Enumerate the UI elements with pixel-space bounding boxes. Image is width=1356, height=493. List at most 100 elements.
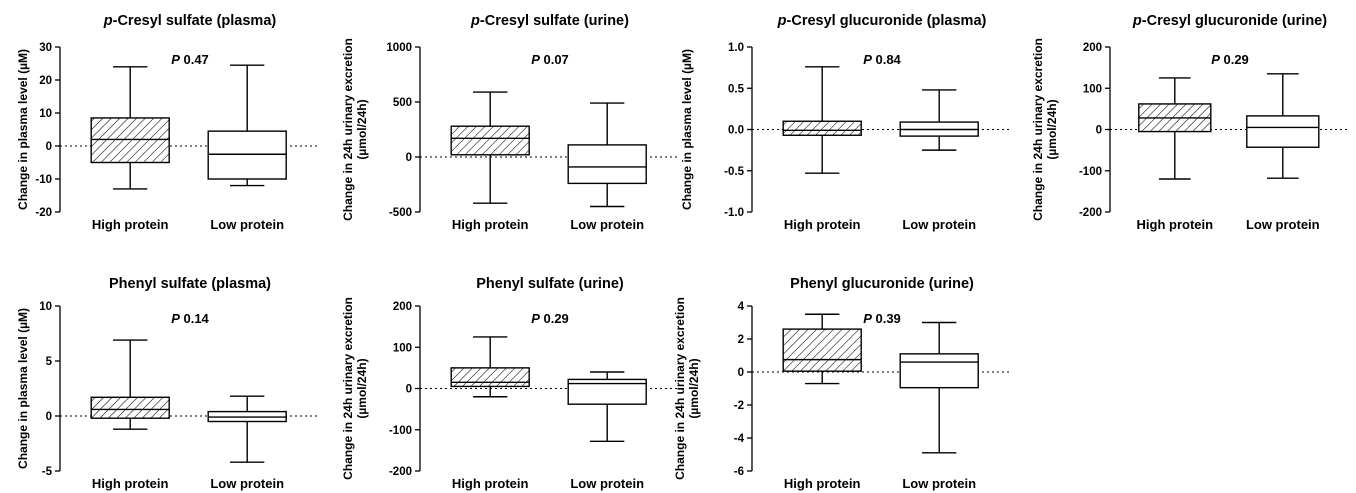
y-tick-label: 2 bbox=[738, 334, 744, 346]
y-tick-label: -0.5 bbox=[724, 166, 744, 178]
panel-title: p-Cresyl sulfate (plasma) bbox=[103, 13, 277, 29]
panel-title: Phenyl sulfate (urine) bbox=[476, 276, 624, 292]
box-hatched bbox=[450, 125, 530, 156]
category-label: Low protein bbox=[210, 476, 284, 491]
category-label: Low protein bbox=[570, 476, 644, 491]
category-label: High protein bbox=[92, 476, 169, 491]
y-tick-label: 10 bbox=[39, 301, 52, 313]
box-hatched bbox=[782, 120, 862, 136]
panel-title: p-Cresyl glucuronide (urine) bbox=[1132, 13, 1327, 29]
y-tick-label: 0 bbox=[46, 141, 52, 153]
y-tick-label: -100 bbox=[1079, 166, 1102, 178]
box-low-protein bbox=[207, 64, 287, 187]
y-tick-label: 30 bbox=[39, 42, 52, 54]
box-low-protein bbox=[567, 102, 647, 208]
box-high-protein bbox=[90, 66, 170, 190]
category-label: Low protein bbox=[1246, 217, 1320, 232]
y-tick-label: -2 bbox=[734, 400, 744, 412]
box-high-protein bbox=[782, 66, 862, 174]
box-high-protein bbox=[90, 339, 170, 430]
p-value-label: P 0.07 bbox=[531, 52, 569, 67]
box-low-protein bbox=[207, 395, 287, 463]
box-hatched bbox=[450, 367, 530, 388]
panel-7: Phenyl glucuronide (urine) Change in 24h … bbox=[673, 276, 1012, 491]
y-tick-label: 0 bbox=[46, 411, 52, 423]
box-open bbox=[567, 144, 647, 185]
y-tick-label: 20 bbox=[39, 75, 52, 87]
y-tick-label: 100 bbox=[393, 342, 412, 354]
category-label: Low protein bbox=[902, 217, 976, 232]
panel-5: Phenyl sulfate (plasma) Change in plasma … bbox=[16, 276, 320, 491]
y-axis-label-units: (µmol/24h) bbox=[1045, 99, 1059, 159]
p-value-label: P 0.47 bbox=[171, 52, 209, 67]
y-tick-label: -200 bbox=[389, 466, 412, 478]
y-axis-label: Change in 24h urinary excretion bbox=[1031, 38, 1045, 221]
y-tick-label: 5 bbox=[46, 356, 53, 368]
panel-3: p-Cresyl glucuronide (plasma) Change in p… bbox=[680, 13, 1012, 232]
category-label: High protein bbox=[784, 217, 861, 232]
y-tick-label: -500 bbox=[389, 207, 412, 219]
panel-title: Phenyl sulfate (plasma) bbox=[109, 276, 271, 292]
box-hatched bbox=[782, 328, 862, 372]
box-open bbox=[1246, 115, 1320, 148]
y-tick-label: 200 bbox=[393, 301, 412, 313]
y-axis-label-units: (µmol/24h) bbox=[355, 99, 369, 159]
box-hatched bbox=[90, 117, 170, 164]
y-tick-label: 100 bbox=[1083, 83, 1102, 95]
p-value-label: P 0.39 bbox=[863, 311, 901, 326]
y-tick-label: -20 bbox=[35, 207, 52, 219]
category-label: High protein bbox=[452, 217, 529, 232]
y-tick-label: 4 bbox=[738, 301, 745, 313]
y-tick-label: -5 bbox=[42, 466, 53, 478]
y-tick-label: 0 bbox=[406, 384, 412, 396]
y-axis-label: Change in 24h urinary excretion bbox=[341, 38, 355, 221]
y-axis-label: Change in plasma level (µM) bbox=[16, 308, 30, 469]
y-tick-label: -100 bbox=[389, 425, 412, 437]
panel-4: p-Cresyl glucuronide (urine) Change in 24… bbox=[1031, 13, 1350, 232]
y-axis-label-units: (µmol/24h) bbox=[355, 358, 369, 418]
category-label: High protein bbox=[1137, 217, 1214, 232]
box-low-protein bbox=[567, 371, 647, 442]
y-axis-label: Change in 24h urinary excretion bbox=[673, 297, 687, 480]
panel-title: p-Cresyl glucuronide (plasma) bbox=[777, 13, 987, 29]
y-tick-label: -200 bbox=[1079, 207, 1102, 219]
category-label: Low protein bbox=[570, 217, 644, 232]
panel-1: p-Cresyl sulfate (plasma) Change in plasm… bbox=[16, 13, 320, 232]
y-tick-label: 0.5 bbox=[728, 83, 745, 95]
y-tick-label: 0 bbox=[1096, 125, 1102, 137]
category-label: Low protein bbox=[210, 217, 284, 232]
y-tick-label: 10 bbox=[39, 108, 52, 120]
y-tick-label: -4 bbox=[734, 433, 745, 445]
box-low-protein bbox=[1246, 73, 1320, 179]
box-high-protein bbox=[1138, 77, 1212, 180]
y-axis-label: Change in 24h urinary excretion bbox=[341, 297, 355, 480]
box-open bbox=[207, 130, 287, 180]
y-tick-label: -10 bbox=[35, 174, 52, 186]
panel-6: Phenyl sulfate (urine) Change in 24h urin… bbox=[341, 276, 680, 491]
y-tick-label: 0 bbox=[738, 367, 744, 379]
category-label: High protein bbox=[92, 217, 169, 232]
y-axis-label: Change in plasma level (µM) bbox=[680, 49, 694, 210]
box-high-protein bbox=[450, 336, 530, 398]
y-axis-label-units: (µmol/24h) bbox=[687, 358, 701, 418]
box-low-protein bbox=[899, 321, 979, 454]
y-tick-label: 1.0 bbox=[728, 42, 744, 54]
category-label: High protein bbox=[452, 476, 529, 491]
panel-title: Phenyl glucuronide (urine) bbox=[790, 276, 974, 292]
y-tick-label: 200 bbox=[1083, 42, 1102, 54]
panel-title: p-Cresyl sulfate (urine) bbox=[470, 13, 629, 29]
p-value-label: P 0.84 bbox=[863, 52, 901, 67]
y-tick-label: -6 bbox=[734, 466, 744, 478]
p-value-label: P 0.29 bbox=[1211, 52, 1249, 67]
p-value-label: P 0.29 bbox=[531, 311, 569, 326]
category-label: Low protein bbox=[902, 476, 976, 491]
y-axis-label: Change in plasma level (µM) bbox=[16, 49, 30, 210]
box-open bbox=[899, 353, 979, 389]
y-tick-label: 1000 bbox=[386, 42, 412, 54]
box-hatched bbox=[90, 396, 170, 419]
y-tick-label: 0 bbox=[406, 152, 412, 164]
panel-2: p-Cresyl sulfate (urine) Change in 24h ur… bbox=[341, 13, 680, 232]
y-tick-label: 500 bbox=[393, 97, 412, 109]
box-high-protein bbox=[450, 91, 530, 204]
